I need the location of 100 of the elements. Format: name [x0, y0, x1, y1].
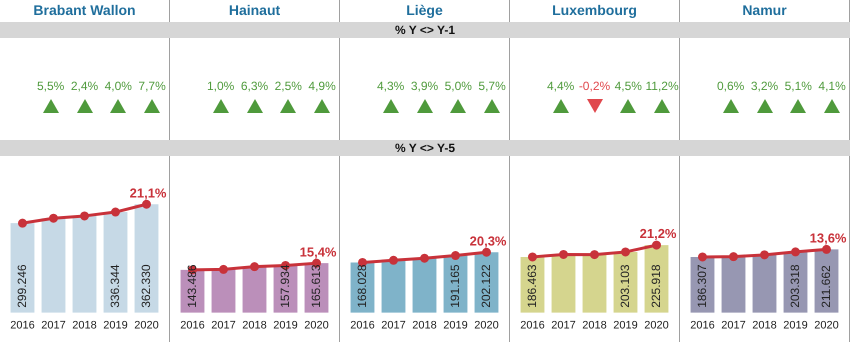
x-tick-label: 2019 [783, 319, 808, 332]
text: 3,2% [750, 79, 780, 93]
point [142, 200, 151, 209]
point [698, 252, 707, 262]
x-tick-label: 2017 [381, 319, 406, 332]
text: 3,9% [410, 79, 440, 93]
data-label: 168.028 [354, 264, 369, 308]
chart-title: Luxembourg [551, 2, 638, 18]
annotation: 13,6% [810, 230, 847, 246]
data-label: 165.613 [308, 264, 323, 308]
annotation: 21,1% [130, 185, 167, 200]
point [822, 244, 831, 254]
x-tick-label: 2018 [582, 319, 607, 332]
point [760, 250, 769, 260]
text: 11,2% [644, 79, 680, 93]
point [111, 208, 120, 217]
point [80, 211, 89, 220]
text: 5,0% [444, 79, 473, 93]
text: % Y <> Y-5 [0, 140, 850, 156]
x-tick-label: 2019 [613, 319, 638, 332]
bar [42, 218, 66, 313]
data-label: 143.486 [184, 264, 199, 308]
text: % Y <> Y-1 [0, 22, 850, 38]
data-label: 186.307 [694, 264, 709, 308]
annotation: 20,3% [470, 233, 507, 248]
annotation: 21,2% [640, 226, 677, 242]
x-tick-label: 2016 [180, 319, 205, 332]
point [652, 240, 661, 250]
point [621, 247, 630, 256]
text: 4,1% [817, 79, 847, 93]
x-tick-label: 2017 [551, 319, 576, 332]
x-tick-label: 2018 [72, 319, 97, 332]
data-label: 202.122 [478, 264, 493, 308]
text: 4,9% [307, 79, 337, 93]
text: 4,3% [376, 79, 406, 93]
text: 4,4% [546, 79, 576, 93]
point [420, 254, 429, 263]
x-tick-label: 2017 [211, 319, 236, 332]
data-label: 362.330 [138, 264, 153, 308]
x-tick-label: 2020 [474, 319, 499, 332]
x-tick-label: 2017 [41, 319, 66, 332]
point [482, 248, 491, 257]
text: -0,2% [578, 79, 612, 93]
data-label: 225.918 [648, 264, 663, 308]
x-tick-label: 2018 [412, 319, 437, 332]
point [791, 247, 800, 256]
point [590, 250, 599, 260]
chart-title: Liège [405, 2, 444, 18]
bar [412, 258, 436, 313]
x-tick-label: 2020 [644, 319, 669, 332]
chart-title: Namur [741, 2, 788, 18]
point [729, 252, 738, 262]
point [250, 262, 259, 272]
x-tick-label: 2018 [242, 319, 267, 332]
bar [242, 266, 266, 313]
text: 5,5% [36, 79, 66, 93]
x-tick-label: 2019 [273, 319, 298, 332]
chart-title: Brabant Wallon [32, 2, 137, 18]
x-tick-label: 2016 [350, 319, 375, 332]
text: 2,4% [70, 79, 100, 93]
bar [10, 223, 34, 313]
text: 0,6% [716, 79, 746, 93]
data-label: 211.662 [818, 264, 833, 308]
x-tick-label: 2020 [304, 319, 329, 332]
x-tick-label: 2017 [721, 319, 746, 332]
x-tick-label: 2016 [10, 319, 35, 332]
x-tick-label: 2016 [690, 319, 715, 332]
point [528, 252, 537, 262]
data-label: 336.344 [108, 264, 122, 308]
annotation: 15,4% [300, 244, 337, 260]
point [559, 250, 568, 259]
data-label: 186.463 [524, 264, 539, 308]
point [389, 256, 398, 265]
point [451, 251, 460, 260]
bar [722, 256, 746, 313]
point [49, 214, 58, 223]
text: 4,5% [614, 79, 642, 93]
x-tick-label: 2019 [103, 319, 128, 332]
data-label: 203.318 [788, 264, 802, 308]
bar [582, 254, 606, 313]
text: 6,3% [240, 79, 270, 93]
x-tick-label: 2019 [443, 319, 468, 332]
data-label: 157.934 [278, 264, 292, 308]
text: 1,0% [206, 79, 236, 93]
x-tick-label: 2020 [134, 319, 159, 332]
chart-title: Hainaut [228, 2, 282, 18]
data-label: 191.165 [448, 264, 462, 308]
text: 5,1% [784, 79, 813, 93]
x-tick-label: 2016 [520, 319, 545, 332]
point [18, 218, 27, 228]
text: 5,7% [477, 79, 507, 93]
bar [134, 204, 158, 313]
data-label: 299.246 [14, 264, 29, 308]
text: 2,5% [274, 79, 303, 93]
point [219, 264, 228, 274]
bar [72, 216, 96, 313]
bar [552, 254, 576, 313]
bar [104, 212, 128, 313]
data-label: 203.103 [618, 264, 632, 308]
bar [382, 260, 406, 313]
